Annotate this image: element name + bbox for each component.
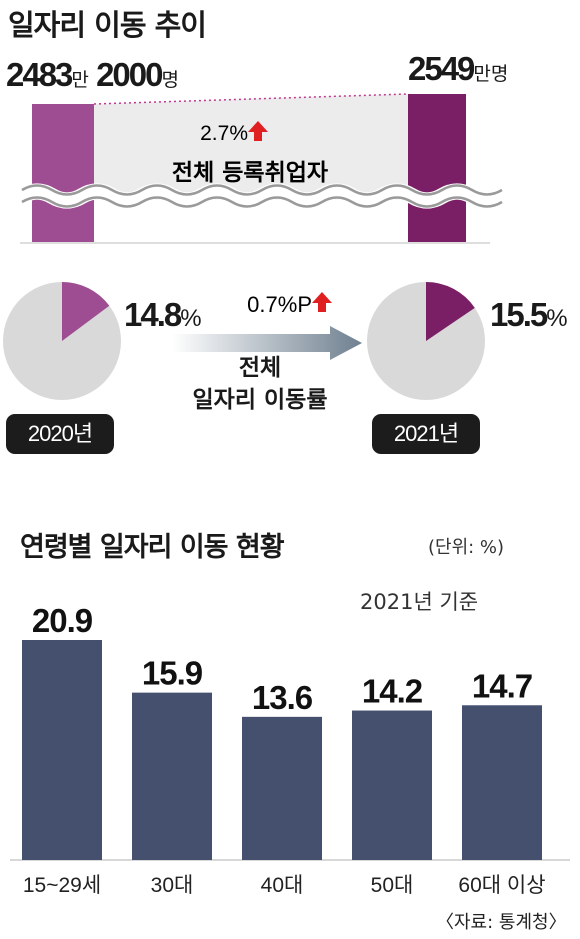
category-label-0: 15~29세 <box>23 874 101 897</box>
up-arrow-icon <box>248 121 268 141</box>
category-label-4: 60대 이상 <box>458 874 545 897</box>
category-label-3: 50대 <box>371 874 414 897</box>
bar-2020 <box>32 104 94 242</box>
bar-0 <box>22 640 102 860</box>
left-value-sub: 2000 <box>96 56 163 93</box>
mobility-diagram: 0.7%P <box>3 282 485 400</box>
mobility-label-line1: 전체 <box>238 355 282 381</box>
left-unit: 만 <box>71 70 89 91</box>
right-unit: 만 <box>473 64 491 85</box>
axis-break-icon <box>17 183 507 209</box>
pie-2021-value: 15.5% <box>490 296 568 334</box>
pie-2020-value: 14.8% <box>124 296 202 334</box>
pie-2021-number: 15.5 <box>490 296 548 333</box>
left-unit2: 명 <box>161 70 179 91</box>
year-badge-2020: 2020년 <box>6 414 114 454</box>
pie-2020-unit: % <box>180 305 202 332</box>
bar-1 <box>132 692 212 860</box>
age-bar-chart: 20.9 15~29세 15.9 30대 13.6 40대 14.2 50대 14.7 60대 이… <box>10 602 570 897</box>
category-label-2: 40대 <box>261 874 304 897</box>
bar-value-label-1: 15.9 <box>142 655 203 692</box>
right-value-2021: 2549만명 <box>408 50 508 88</box>
trend-band <box>94 94 408 200</box>
chart-source: 〈자료: 통계청〉 <box>436 912 567 933</box>
pie-2021-unit: % <box>546 305 568 332</box>
bar-value-label-3: 14.2 <box>362 673 423 710</box>
top-title: 일자리 이동 추이 <box>8 8 207 42</box>
registered-employee-diagram: 2.7% 전체 등록취업자 <box>17 93 507 244</box>
right-value-main: 2549 <box>408 50 475 87</box>
mobility-label-line2: 일자리 이동률 <box>192 387 328 413</box>
chart-unit-note: (단위: %) <box>428 537 505 558</box>
trend-dotted-line <box>93 93 409 105</box>
bar-value-label-0: 20.9 <box>32 602 93 639</box>
pie-2021-slice <box>426 282 475 341</box>
left-value-2020: 2483만 2000명 <box>6 56 179 94</box>
transition-arrow-icon <box>172 326 362 360</box>
bar-3 <box>352 710 432 860</box>
year-badge-2021: 2021년 <box>372 414 480 454</box>
pie-2020-number: 14.8 <box>124 296 182 333</box>
bar-value-label-4: 14.7 <box>472 667 532 704</box>
mobility-change: 0.7%P <box>247 292 312 317</box>
bar-2021 <box>408 94 466 242</box>
chart-subtitle: 2021년 기준 <box>360 590 479 614</box>
right-unit2: 명 <box>490 64 509 85</box>
employee-change: 2.7% <box>200 122 248 145</box>
left-value-main: 2483 <box>6 56 73 93</box>
bar-value-label-2: 13.6 <box>252 679 313 716</box>
employee-label: 전체 등록취업자 <box>172 160 328 186</box>
chart-title: 연령별 일자리 이동 현황 <box>20 532 285 563</box>
mobility-label: 전체 일자리 이동률 <box>150 352 370 416</box>
pie-2020-slice <box>62 282 110 341</box>
bar-2 <box>242 716 322 860</box>
up-arrow-icon-2 <box>312 292 332 312</box>
category-label-1: 30대 <box>151 874 194 897</box>
bar-4 <box>462 705 542 860</box>
